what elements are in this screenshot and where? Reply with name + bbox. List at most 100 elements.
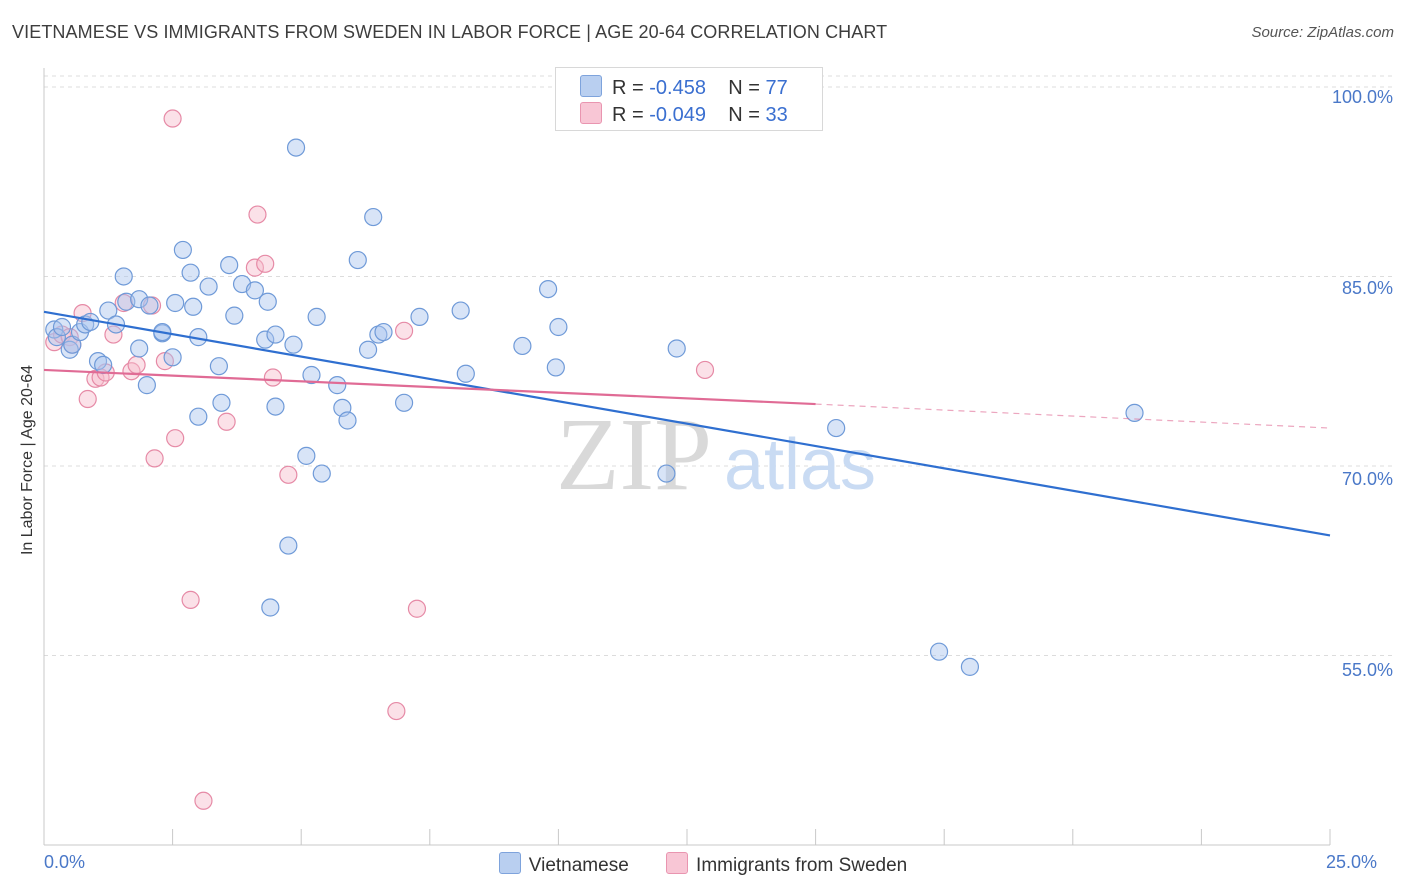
x-tick-label-max: 25.0% [1326,852,1378,872]
vietnamese-point [279,536,298,555]
vietnamese-point [166,293,185,313]
sweden-point [78,389,97,409]
vietnamese-point [307,307,326,326]
sweden-point [407,599,427,618]
vietnamese-point [451,301,470,320]
vietnamese-point [328,376,347,395]
legend-swatch-sweden [666,852,689,874]
vietnamese-point [261,598,280,617]
sweden-point [256,254,275,273]
legend-box: R = -0.458 N = 77 R = -0.049 N = 33 [555,67,823,131]
vietnamese-point [410,307,429,326]
vietnamese-point [358,340,378,359]
sweden-point [248,205,267,224]
vietnamese-point [374,322,393,342]
vietnamese-point [364,207,383,227]
legend-row-sweden: R = -0.049 N = 33 [580,102,788,126]
vietnamese-point [667,339,686,358]
vietnamese-point [137,376,156,395]
legend-swatch-blue [580,75,602,97]
legend-n-value-vietnamese: 77 [765,77,788,99]
vietnamese-point [47,328,66,347]
vietnamese-point [189,407,208,426]
vietnamese-point [657,464,676,483]
series-vietnamese-points [45,138,1144,676]
sweden-point [166,429,185,448]
vietnamese-point [209,357,228,376]
vietnamese-trend-line [43,310,1331,537]
sweden-point [145,449,164,468]
y-tick-label-100: 100.0% [1331,87,1393,107]
vietnamese-point [258,292,277,311]
sweden-point [217,412,236,431]
vietnamese-point [312,464,331,483]
chart-title: VIETNAMESE VS IMMIGRANTS FROM SWEDEN IN … [12,22,888,42]
vietnamese-point [394,393,414,412]
series-legend: Vietnamese Immigrants from Sweden [0,852,1406,877]
vietnamese-point [827,418,846,438]
legend-swatch-pink [580,102,602,124]
vietnamese-point [225,306,244,325]
sweden-point [163,109,182,128]
y-tick-label-70: 70.0% [1341,469,1393,489]
legend-row-vietnamese: R = -0.458 N = 77 [580,75,788,99]
sweden-point [695,360,715,380]
vietnamese-point [348,250,367,270]
legend-n-value-sweden: 33 [765,104,788,126]
vietnamese-point [199,277,218,296]
sweden-point [194,791,213,810]
legend-r-value-sweden: -0.049 [649,104,706,126]
legend-r-value-vietnamese: -0.458 [649,77,706,99]
vietnamese-point [266,325,285,344]
vietnamese-point [960,657,980,676]
vietnamese-point [212,393,231,412]
y-axis-title: In Labor Force | Age 20-64 [19,364,36,556]
vietnamese-point [130,290,149,309]
axes [43,68,1331,846]
vietnamese-point [173,240,192,260]
sweden-point [394,321,414,340]
vietnamese-point [94,355,113,375]
vietnamese-point [369,325,388,344]
legend-item-sweden[interactable]: Immigrants from Sweden [666,852,907,877]
sweden-point [279,465,298,484]
y-tick-label-55: 55.0% [1341,660,1393,680]
vietnamese-point [220,255,239,275]
vietnamese-point [181,263,200,282]
watermark-atlas: atlas [724,425,876,505]
vietnamese-point [140,296,159,315]
trend-lines [43,310,1331,537]
vietnamese-point [60,340,79,359]
sweden-point [387,701,406,721]
legend-swatch-vietnamese [498,852,521,874]
vietnamese-point [456,364,475,383]
source-label: Source: ZipAtlas.com [1251,24,1394,41]
vietnamese-point [114,267,133,286]
vietnamese-point [284,335,303,354]
vietnamese-point [1125,403,1144,423]
watermark-zip: ZIP [556,397,712,512]
vietnamese-point [546,358,565,377]
sweden-trend-line [43,368,816,406]
vietnamese-point [245,281,265,300]
sweden-point [245,258,265,277]
sweden-trend-extension [815,403,1331,429]
vietnamese-point [99,301,118,320]
vietnamese-point [929,642,949,661]
x-tick-label-min: 0.0% [44,852,86,872]
vietnamese-point [302,365,321,385]
vietnamese-point [539,279,558,299]
y-tick-label-85: 85.0% [1341,278,1393,298]
vietnamese-point [338,411,357,430]
vietnamese-point [52,317,72,337]
vietnamese-point [286,138,306,157]
sweden-point [263,368,283,387]
vietnamese-point [184,297,203,316]
sweden-point [181,590,200,609]
legend-item-vietnamese[interactable]: Vietnamese [498,852,629,877]
vietnamese-point [513,336,532,356]
grid-lines [44,75,1395,656]
vietnamese-point [266,397,285,416]
vietnamese-point [163,348,182,367]
